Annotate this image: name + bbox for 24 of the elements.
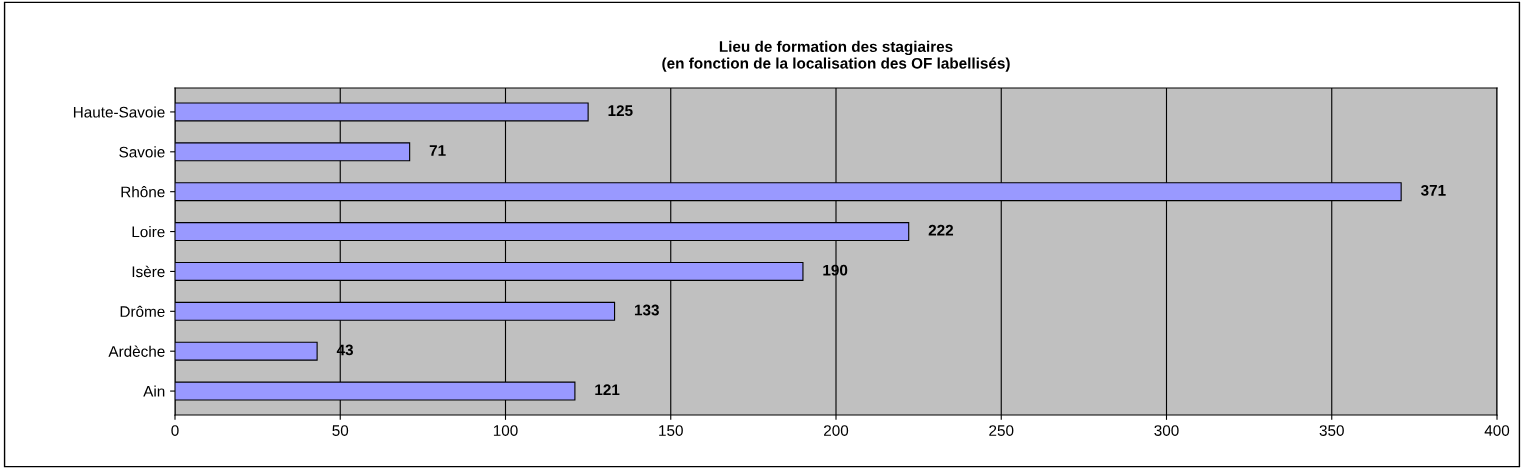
y-tick-label: Ain (143, 385, 165, 397)
data-label: 125 (608, 105, 633, 117)
y-tick-label: Savoie (119, 146, 165, 158)
x-tick-label: 150 (659, 425, 683, 436)
data-label: 371 (1420, 184, 1446, 196)
x-tick-label: 0 (171, 425, 179, 436)
y-tick-label: Drôme (120, 305, 165, 317)
data-label: 222 (928, 224, 954, 236)
data-label: 133 (634, 304, 659, 316)
data-label: 71 (429, 145, 446, 156)
y-tick-label: Ardèche (108, 345, 165, 357)
data-label: 121 (595, 384, 620, 396)
x-tick-label: 300 (1154, 425, 1179, 436)
x-tick-label: 400 (1484, 425, 1510, 436)
y-tick-label: Loire (132, 226, 165, 238)
x-tick-label: 50 (332, 425, 349, 436)
x-tick-label: 350 (1319, 425, 1344, 436)
y-tick-label: Rhône (121, 186, 165, 198)
y-tick-label: Isère (132, 265, 165, 278)
y-tick-label: Haute-Savoie (73, 106, 165, 118)
chart-title: Lieu de formation des stagiaires (en fonction de la localisation des OF labellisés) (662, 40, 1010, 72)
x-tick-label: 250 (989, 425, 1014, 436)
x-tick-label: 200 (824, 425, 849, 436)
x-tick-label: 100 (493, 425, 518, 436)
